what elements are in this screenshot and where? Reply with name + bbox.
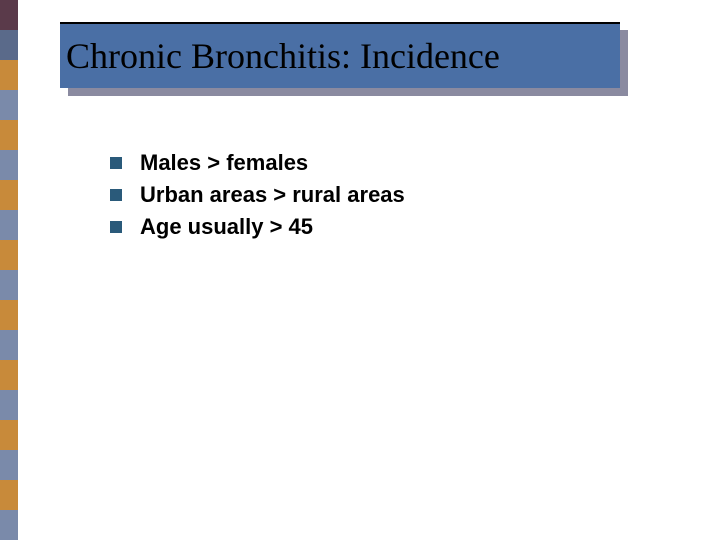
stripe-segment xyxy=(0,90,18,120)
stripe-segment xyxy=(0,420,18,450)
bullet-square-icon xyxy=(110,157,122,169)
bullet-text: Urban areas > rural areas xyxy=(140,182,405,208)
stripe-segment xyxy=(0,450,18,480)
stripe-segment xyxy=(0,180,18,210)
stripe-segment xyxy=(0,390,18,420)
stripe-segment xyxy=(0,480,18,510)
stripe-segment xyxy=(0,150,18,180)
slide-title: Chronic Bronchitis: Incidence xyxy=(66,35,500,77)
bullet-text: Males > females xyxy=(140,150,308,176)
list-item: Urban areas > rural areas xyxy=(110,182,405,208)
stripe-segment xyxy=(0,120,18,150)
bullet-square-icon xyxy=(110,221,122,233)
stripe-segment xyxy=(0,360,18,390)
stripe-segment xyxy=(0,30,18,60)
stripe-segment xyxy=(0,240,18,270)
stripe-segment xyxy=(0,270,18,300)
side-stripe-bar xyxy=(0,0,18,540)
stripe-segment xyxy=(0,60,18,90)
bullet-list: Males > females Urban areas > rural areas… xyxy=(110,150,405,246)
stripe-segment xyxy=(0,510,18,540)
list-item: Males > females xyxy=(110,150,405,176)
stripe-segment xyxy=(0,210,18,240)
bullet-text: Age usually > 45 xyxy=(140,214,313,240)
stripe-segment xyxy=(0,300,18,330)
list-item: Age usually > 45 xyxy=(110,214,405,240)
title-box: Chronic Bronchitis: Incidence xyxy=(60,22,620,88)
bullet-square-icon xyxy=(110,189,122,201)
stripe-segment xyxy=(0,330,18,360)
stripe-segment xyxy=(0,0,18,30)
